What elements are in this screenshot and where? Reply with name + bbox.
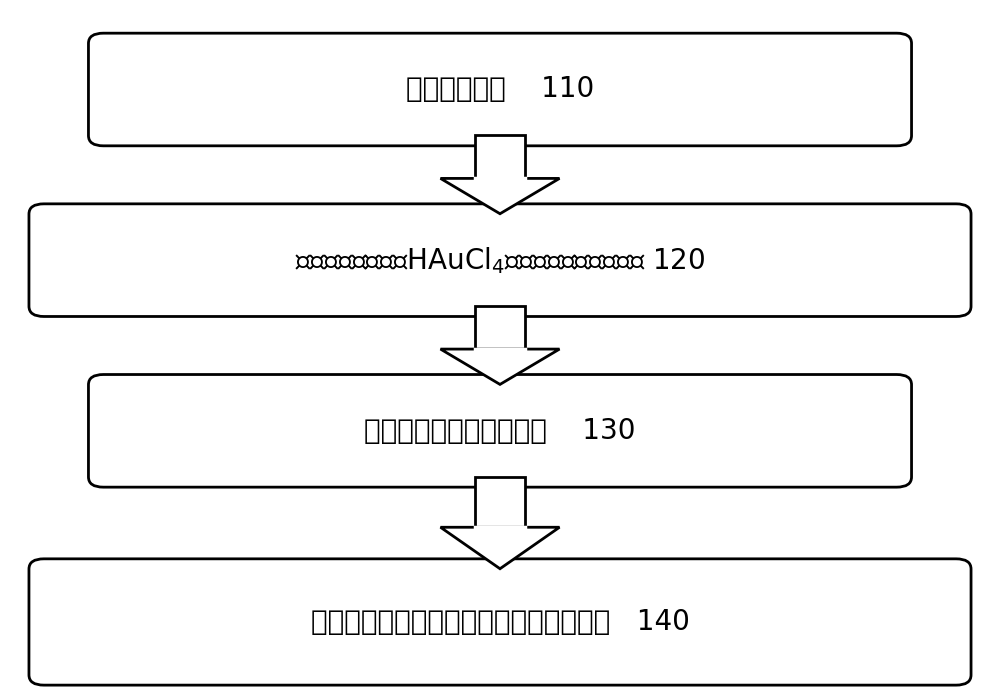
Text: 对光纤端面表面进行处理    130: 对光纤端面表面进行处理 130 xyxy=(364,417,636,445)
Polygon shape xyxy=(441,349,560,384)
Text: 在经处理的光纤端面表面上覆盖金纳米星   140: 在经处理的光纤端面表面上覆盖金纳米星 140 xyxy=(311,608,689,636)
FancyBboxPatch shape xyxy=(88,33,912,146)
Polygon shape xyxy=(441,527,560,569)
Polygon shape xyxy=(441,178,560,214)
Bar xyxy=(475,135,525,178)
FancyBboxPatch shape xyxy=(29,204,971,316)
FancyBboxPatch shape xyxy=(29,559,971,685)
Text: 制备种子溶液    110: 制备种子溶液 110 xyxy=(406,75,594,104)
Bar xyxy=(475,306,525,349)
Text: 将种子溶液添加到HAuCl$_4$溶液制备金纳米星溶液 120: 将种子溶液添加到HAuCl$_4$溶液制备金纳米星溶液 120 xyxy=(295,245,705,276)
Bar xyxy=(475,477,525,527)
FancyBboxPatch shape xyxy=(88,375,912,487)
